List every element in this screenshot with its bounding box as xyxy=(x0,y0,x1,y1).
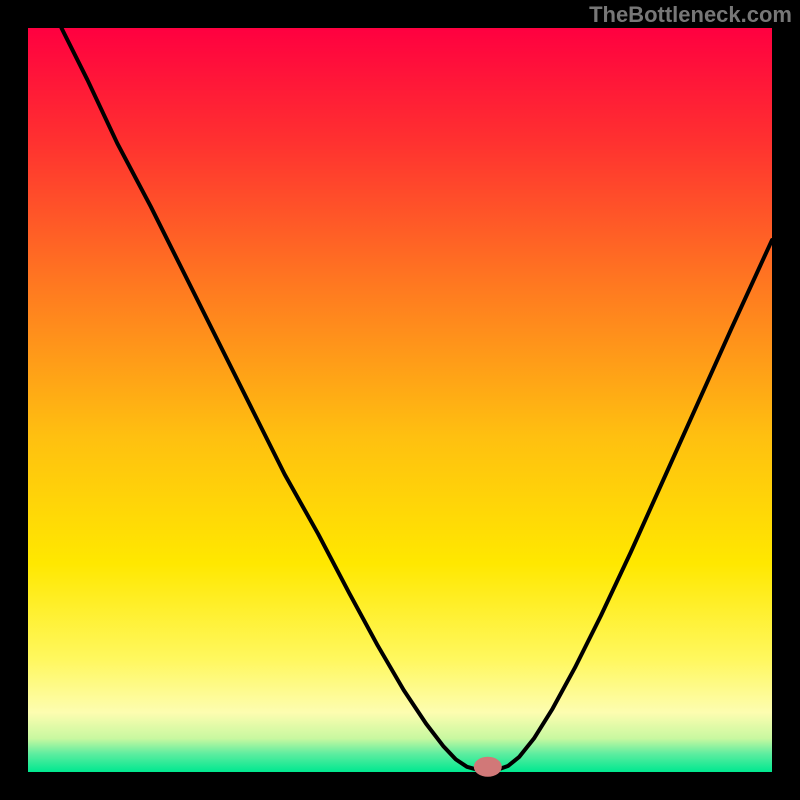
watermark-text: TheBottleneck.com xyxy=(589,2,792,28)
bottleneck-chart: TheBottleneck.com xyxy=(0,0,800,800)
chart-svg xyxy=(0,0,800,800)
minimum-marker xyxy=(474,757,502,777)
gradient-background xyxy=(28,28,772,772)
